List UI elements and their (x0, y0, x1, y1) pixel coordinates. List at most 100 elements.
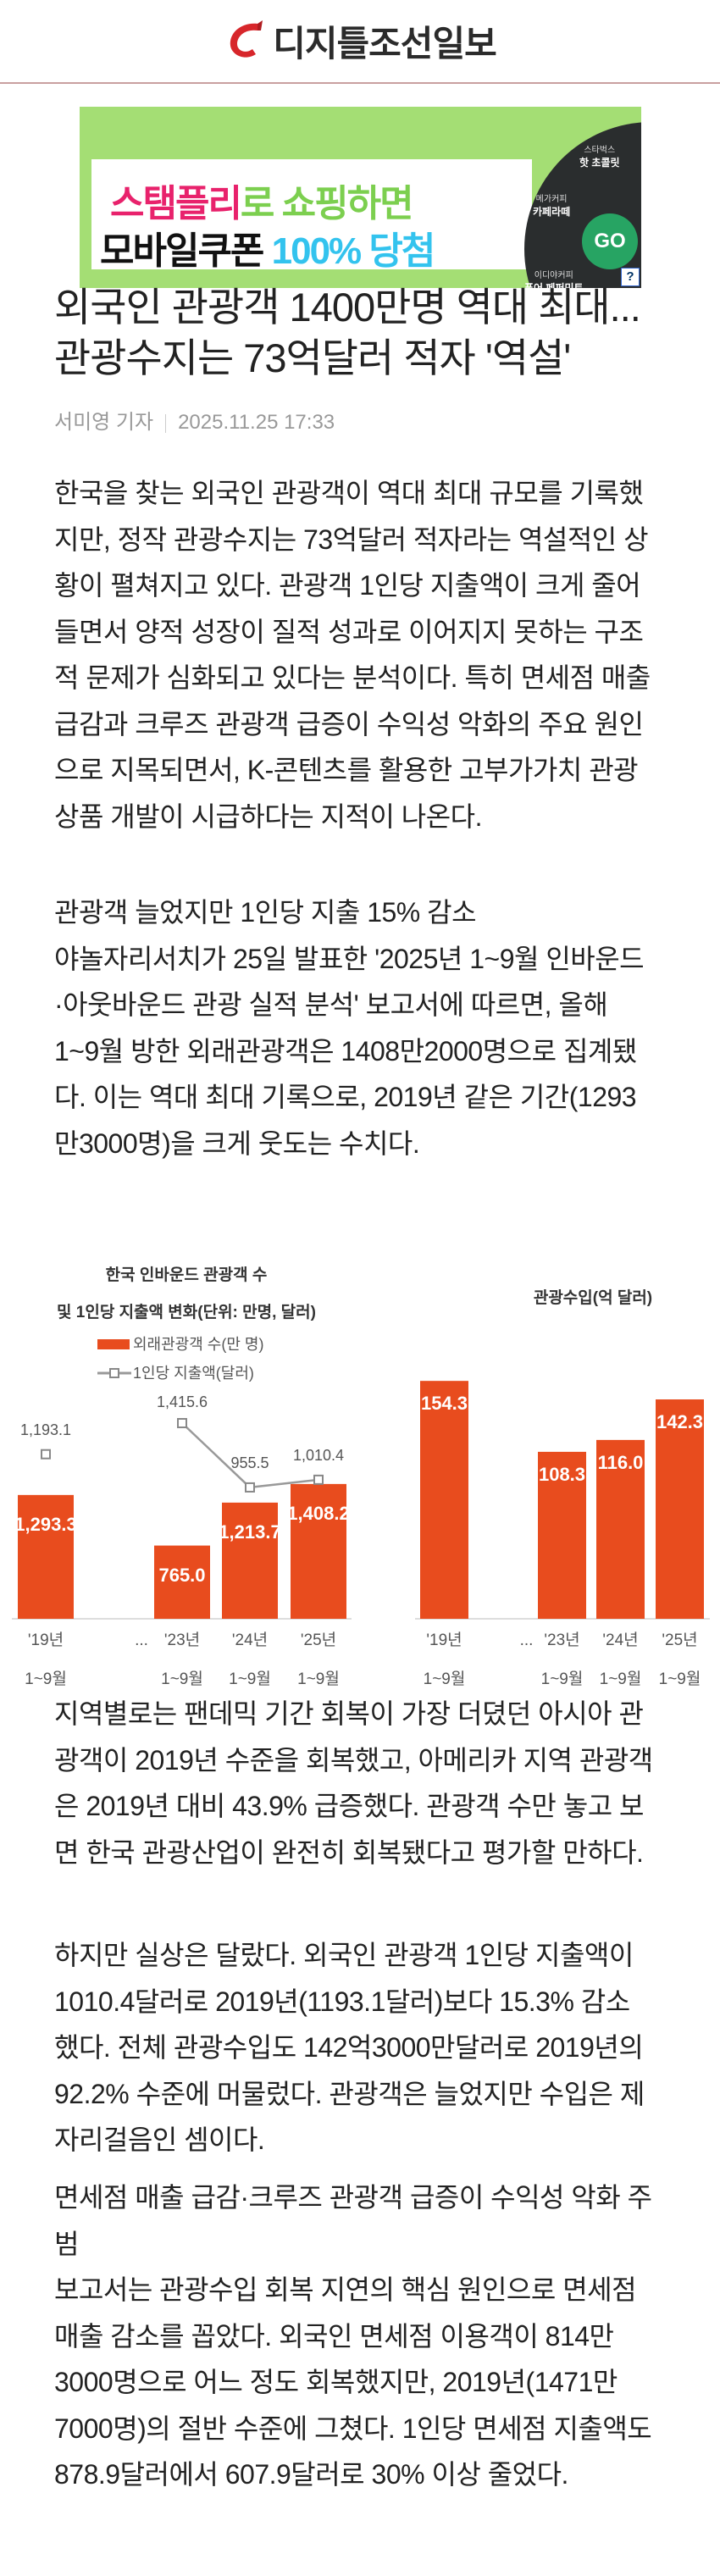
bar (154, 1545, 210, 1619)
bar (656, 1399, 704, 1619)
paragraph-line: 적 문제가 심화되고 있다는 분석이다. 특히 면세점 매출 (54, 662, 651, 693)
article-title-line: 관광수지는 73억달러 적자 '역설' (54, 335, 571, 380)
bar-value-label: 1,293.3 (14, 1513, 77, 1535)
paragraph-line: 878.9달러에서 607.9달러로 30% 이상 줄었다. (54, 2459, 568, 2490)
x-tick-label: 1~9월 (297, 1670, 340, 1688)
x-tick-label: 1~9월 (658, 1670, 701, 1688)
divider (165, 413, 167, 433)
legend-label: 1인당 지출액(달러) (133, 1365, 254, 1382)
paragraph-line: 보고서는 관광수입 회복 지연의 핵심 원인으로 면세점 (54, 2274, 637, 2305)
x-tick-label: 1~9월 (599, 1670, 642, 1688)
ad-text-box (91, 159, 532, 269)
bar (222, 1502, 278, 1619)
paragraph-line: 으로 지목되면서, K-콘텐츠를 활용한 고부가가치 관광 (54, 755, 639, 785)
paragraph-line: 7000명)의 절반 수준에 그쳤다. 1인당 면세점 지출액도 (54, 2413, 652, 2444)
site-logo[interactable]: 디지틀조선일보 (0, 17, 720, 64)
paragraph-line: 만3000명)을 크게 웃도는 수치다. (54, 1127, 420, 1159)
bar-value-label: 1,213.7 (219, 1521, 281, 1543)
bar (18, 1494, 74, 1619)
bar-value-label: 108.3 (538, 1463, 586, 1485)
point-value-label: 1,010.4 (292, 1446, 345, 1464)
chart-plot (12, 1381, 710, 1620)
line-point (177, 1418, 187, 1428)
chart-title-line: 및 1인당 지출액 변화(단위: 만명, 달러) (57, 1304, 316, 1321)
ad-item: 이디야커피 퓨어 페퍼민트 (524, 271, 584, 288)
paragraph-line: 관광객 늘었지만 1인당 지출 15% 감소 (54, 897, 477, 928)
byline: 서미영 기자 2025.11.25 17:33 (54, 405, 335, 435)
chart-title: 관광수입(억 달러) (533, 1289, 653, 1307)
paragraph-line: 들면서 양적 성장이 질적 성과로 이어지지 못하는 구조 (54, 616, 644, 647)
x-tick-label: ... (135, 1631, 148, 1649)
ad-item: 스타벅스 핫 초콜릿 (579, 146, 620, 169)
paragraph-line: 면 한국 관광산업이 완전히 회복됐다고 평가할 만하다. (54, 1836, 644, 1868)
legend-label: 외래관광객 수(만 명) (133, 1336, 264, 1353)
point-value-label: 955.5 (230, 1454, 269, 1471)
x-tick-label: 1~9월 (423, 1670, 466, 1688)
paragraph-line: 광객이 2019년 수준을 회복했고, 아메리카 지역 관광객 (54, 1744, 653, 1776)
article-title-line: 외국인 관광객 1400만명 역대 최대... (54, 285, 641, 330)
paragraph-line: 야놀자리서치가 25일 발표한 '2025년 1~9월 인바운드 (54, 943, 645, 974)
bar-value-label: 765.0 (158, 1564, 206, 1586)
ad-item: 메가커피 카페라떼 (533, 195, 571, 218)
point-value-label: 1,193.1 (19, 1421, 72, 1438)
chart-title-line: 한국 인바운드 관광객 수 (105, 1266, 268, 1284)
bar-value-label: 154.3 (420, 1393, 468, 1415)
bar-value-label: 116.0 (597, 1451, 644, 1473)
site-header: 디지틀조선일보 (0, 0, 720, 84)
x-tick-label: '24년 (602, 1631, 639, 1649)
x-tick-label: 1~9월 (229, 1670, 271, 1688)
tourism-chart-image: 한국 인바운드 관광객 수 및 1인당 지출액 변화(단위: 만명, 달러) 관… (0, 1220, 720, 1694)
x-tick-label: '19년 (426, 1631, 462, 1649)
paragraph-line: 지만, 정작 관광수지는 73억달러 적자라는 역설적인 상 (54, 524, 649, 555)
paragraph-line: 1010.4달러로 2019년(1193.1달러)보다 15.3% 감소 (54, 1986, 630, 2017)
x-tick-label: '25년 (300, 1631, 337, 1649)
paragraph-line: 지역별로는 팬데믹 기간 회복이 가장 더뎠던 아시아 관 (54, 1698, 644, 1729)
line-point (313, 1474, 324, 1485)
paragraph-line: 92.2% 수준에 머물렀다. 관광객은 늘었지만 수입은 제 (54, 2078, 645, 2109)
bar (291, 1483, 346, 1619)
paragraph-line: 한국을 찾는 외국인 관광객이 역대 최대 규모를 기록했 (54, 478, 644, 508)
line-point (41, 1449, 51, 1460)
paragraph-line: 은 2019년 대비 43.9% 급증했다. 관광객 수만 놓고 보 (54, 1791, 644, 1821)
bar-value-label: 142.3 (656, 1411, 704, 1432)
bar (538, 1451, 586, 1619)
x-tick-label: 1~9월 (540, 1670, 584, 1688)
x-tick-label: '19년 (27, 1631, 64, 1649)
legend-line-swatch (97, 1368, 131, 1378)
logo-text: 디지틀조선일보 (273, 23, 496, 64)
ad-go-button[interactable]: GO (582, 213, 638, 269)
paragraph-line: ·아웃바운드 관광 실적 분석' 보고서에 따르면, 올해 (54, 989, 608, 1020)
x-tick-label: 1~9월 (161, 1670, 203, 1688)
logo-swoosh-icon (230, 20, 263, 58)
x-tick-label: 1~9월 (25, 1670, 67, 1688)
line-segment (181, 1422, 251, 1488)
paragraph-line: 3000명으로 어느 정도 회복했지만, 2019년(1471만 (54, 2367, 618, 2397)
paragraph-line: 다. 이는 역대 최대 기록으로, 2019년 같은 기간(1293 (54, 1082, 637, 1112)
ad-banner[interactable]: 스탬플리로 쇼핑하면 모바일쿠폰 100% 당첨 스타벅스 핫 초콜릿 메가커피 카… (80, 107, 641, 288)
x-tick-label: '23년 (544, 1631, 580, 1649)
bar-value-label: 1,408.2 (287, 1502, 350, 1524)
line-segment (249, 1478, 319, 1489)
point-value-label: 1,415.6 (156, 1393, 208, 1410)
paragraph-line: 했다. 전체 관광수입도 142억3000만달러로 2019년의 (54, 2032, 644, 2063)
x-tick-label: ... (519, 1631, 534, 1649)
line-point (245, 1482, 255, 1493)
bar (596, 1439, 645, 1619)
x-tick-label: '25년 (662, 1631, 698, 1649)
paragraph-line: 매출 감소를 꼽았다. 외국인 면세점 이용객이 814만 (54, 2320, 614, 2352)
ad-headline-1: 스탬플리로 쇼핑하면 (110, 183, 414, 224)
paragraph-line: 범 (54, 2228, 79, 2259)
ad-help-icon[interactable]: ? (621, 268, 640, 286)
paragraph-line: 자리걸음인 셈이다. (54, 2125, 265, 2155)
author[interactable]: 서미영 기자 (54, 411, 154, 434)
bar (420, 1381, 468, 1619)
legend-bar-swatch (97, 1339, 130, 1349)
ad-headline-2: 모바일쿠폰 100% 당첨 (100, 230, 435, 272)
publish-date: 2025.11.25 17:33 (178, 411, 335, 434)
paragraph-line: 면세점 매출 급감·크루즈 관광객 급증이 수익성 악화 주 (54, 2182, 652, 2213)
x-tick-label: '24년 (231, 1631, 269, 1649)
paragraph-line: 급감과 크루즈 관광객 급증이 수익성 악화의 주요 원인 (54, 708, 644, 740)
